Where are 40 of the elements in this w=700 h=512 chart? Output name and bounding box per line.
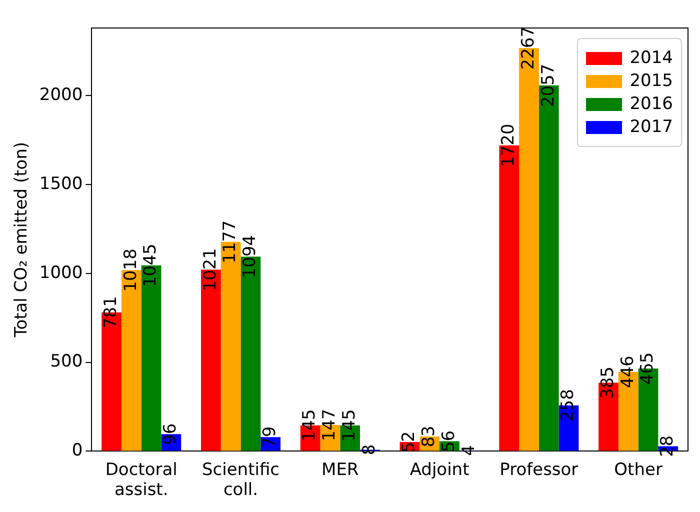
y-tick-label: 1000 — [39, 262, 83, 283]
x-tick-label: Professor — [500, 460, 578, 480]
data-label: 145 — [300, 409, 320, 442]
x-tick-label: MER — [322, 460, 359, 480]
data-label: 1018 — [120, 248, 141, 292]
data-label: 4 — [458, 445, 479, 456]
data-label: 1720 — [498, 124, 519, 167]
x-tick-label: Adjoint — [410, 460, 470, 480]
legend-label: 2014 — [630, 48, 673, 68]
x-tick-label: Other — [614, 460, 662, 480]
data-label: 52 — [399, 431, 420, 453]
data-label: 96 — [160, 423, 181, 445]
data-label: 1094 — [240, 235, 260, 278]
data-label: 2267 — [518, 26, 538, 70]
legend-label: 2016 — [630, 94, 673, 114]
data-label: 147 — [320, 408, 340, 442]
data-label: 56 — [438, 430, 459, 452]
data-label: 2057 — [538, 64, 558, 108]
data-label: 28 — [658, 435, 678, 458]
data-label: 258 — [558, 389, 578, 422]
x-tick-label: Scientific coll. — [202, 460, 280, 500]
data-label: 385 — [598, 366, 618, 399]
y-tick-label: 500 — [50, 352, 83, 372]
data-label: 79 — [260, 426, 280, 448]
data-label: 145 — [340, 409, 360, 442]
y-tick-label: 1500 — [39, 174, 83, 194]
y-axis-title: Total CO₂ emitted (ton) — [12, 142, 32, 338]
data-label: 465 — [638, 352, 658, 385]
data-label: 781 — [100, 296, 121, 329]
y-tick-label: 0 — [72, 440, 83, 461]
data-label: 1021 — [200, 248, 220, 292]
y-tick-label: 2000 — [39, 84, 83, 105]
legend-label: 2017 — [630, 117, 673, 137]
data-label: 8 — [359, 444, 380, 456]
data-label: 1045 — [140, 244, 161, 288]
data-label: 83 — [419, 426, 440, 448]
data-label: 1177 — [220, 220, 240, 264]
data-label: 446 — [618, 356, 638, 388]
legend-label: 2015 — [630, 71, 673, 91]
x-tick-label: Doctoral assist. — [105, 460, 178, 500]
